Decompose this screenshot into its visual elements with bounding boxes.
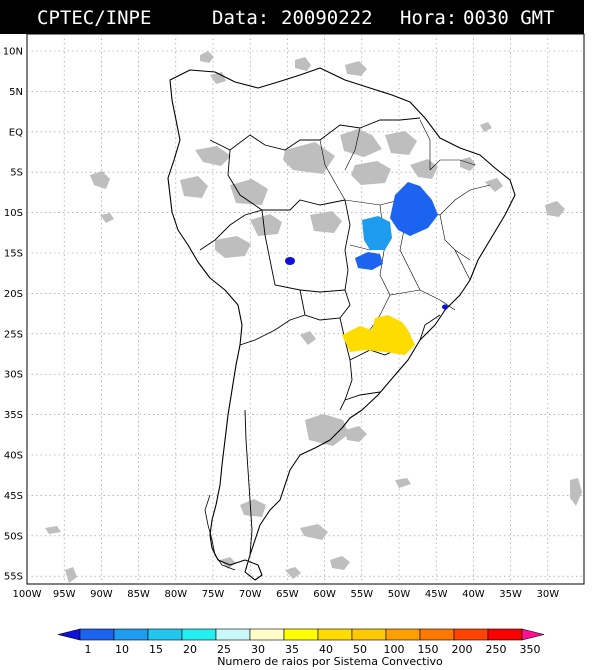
colorbar-arrow-right <box>521 628 545 641</box>
date-label: Data: <box>212 7 269 29</box>
time-value: 0030 GMT <box>463 7 555 29</box>
colorbar-tick-20: 20 <box>183 643 197 656</box>
lon-label-50W: 50W <box>388 589 411 600</box>
colorbar-bin <box>453 628 489 641</box>
lon-label-65W: 65W <box>276 589 299 600</box>
lat-label-10N: 10N <box>3 47 23 58</box>
lat-label-35S: 35S <box>4 410 23 421</box>
lon-label-75W: 75W <box>202 589 225 600</box>
lat-lon-grid <box>27 34 584 584</box>
lightning-systems <box>285 182 448 355</box>
colorbar-bin <box>181 628 217 641</box>
colorbar-tick-40: 40 <box>319 643 333 656</box>
lon-label-45W: 45W <box>425 589 448 600</box>
lat-label-20S: 20S <box>4 289 23 300</box>
lat-label-30S: 30S <box>4 370 23 381</box>
map-frame <box>26 33 585 585</box>
lon-label-70W: 70W <box>239 589 262 600</box>
lon-label-35W: 35W <box>499 589 522 600</box>
lat-label-50S: 50S <box>4 531 23 542</box>
state-borders <box>319 119 491 346</box>
colorbar-bin <box>283 628 319 641</box>
lon-label-60W: 60W <box>313 589 336 600</box>
colorbar-tick-30: 30 <box>251 643 265 656</box>
lat-label-25S: 25S <box>4 329 23 340</box>
convective-system-tiny <box>442 304 448 310</box>
colorbar-tick-100: 100 <box>384 643 405 656</box>
lon-label-80W: 80W <box>164 589 187 600</box>
lat-label-15S: 15S <box>4 249 23 260</box>
time-label: Hora: <box>400 7 457 29</box>
lat-label-EQ: EQ <box>9 127 23 138</box>
convective-system-blue <box>390 182 438 236</box>
latitude-labels: 10N 5N EQ 5S 10S 15S 20S 25S 30S 35S 40S 45S 50S 55S <box>3 47 23 583</box>
lon-label-30W: 30W <box>536 589 559 600</box>
lat-label-5N: 5N <box>9 87 23 98</box>
colorbar-tick-250: 250 <box>486 643 507 656</box>
cloud-cover <box>45 51 582 583</box>
convective-system-yellow <box>342 315 415 355</box>
lon-label-100W: 100W <box>13 589 42 600</box>
lon-label-85W: 85W <box>127 589 150 600</box>
colorbar-tick-50: 50 <box>353 643 367 656</box>
colorbar-arrow-left <box>57 628 81 641</box>
lat-label-10S: 10S <box>4 208 23 219</box>
source-label: CPTEC/INPE <box>37 7 151 29</box>
lon-label-90W: 90W <box>90 589 113 600</box>
convective-system-small <box>285 257 295 265</box>
colorbar-bin <box>79 628 115 641</box>
convective-system-blue-2 <box>355 252 383 270</box>
colorbar <box>57 628 545 641</box>
colorbar-ticks: 1 10 15 20 25 30 35 40 50 100 150 200 250 350 <box>85 643 541 656</box>
colorbar-tick-150: 150 <box>418 643 439 656</box>
lat-label-40S: 40S <box>4 451 23 462</box>
colorbar-tick-25: 25 <box>217 643 231 656</box>
colorbar-tick-200: 200 <box>452 643 473 656</box>
date-value: 20090222 <box>281 7 373 29</box>
lon-label-95W: 95W <box>53 589 76 600</box>
lon-label-55W: 55W <box>350 589 373 600</box>
colorbar-tick-15: 15 <box>149 643 163 656</box>
colorbar-bin <box>215 628 251 641</box>
lon-label-40W: 40W <box>462 589 485 600</box>
colorbar-bin <box>385 628 421 641</box>
lat-label-45S: 45S <box>4 491 23 502</box>
longitude-labels: 100W 95W 90W 85W 80W 75W 70W 65W 60W 55W 50W 45W 40W… <box>13 589 560 600</box>
coastlines <box>167 67 516 581</box>
colorbar-tick-350: 350 <box>520 643 541 656</box>
lat-label-5S: 5S <box>10 168 23 179</box>
colorbar-title: Numero de raios por Sistema Convectivo <box>217 655 443 668</box>
header-bar <box>0 0 584 34</box>
lat-label-55S: 55S <box>4 572 23 583</box>
colorbar-tick-10: 10 <box>115 643 129 656</box>
colorbar-bin <box>147 628 183 641</box>
convective-system-cyan <box>362 216 392 250</box>
colorbar-tick-35: 35 <box>285 643 299 656</box>
colorbar-bin <box>317 628 353 641</box>
colorbar-bin <box>249 628 285 641</box>
colorbar-bin <box>113 628 149 641</box>
colorbar-bin <box>487 628 523 641</box>
colorbar-tick-1: 1 <box>85 643 92 656</box>
colorbar-bin <box>351 628 387 641</box>
colorbar-bin <box>419 628 455 641</box>
